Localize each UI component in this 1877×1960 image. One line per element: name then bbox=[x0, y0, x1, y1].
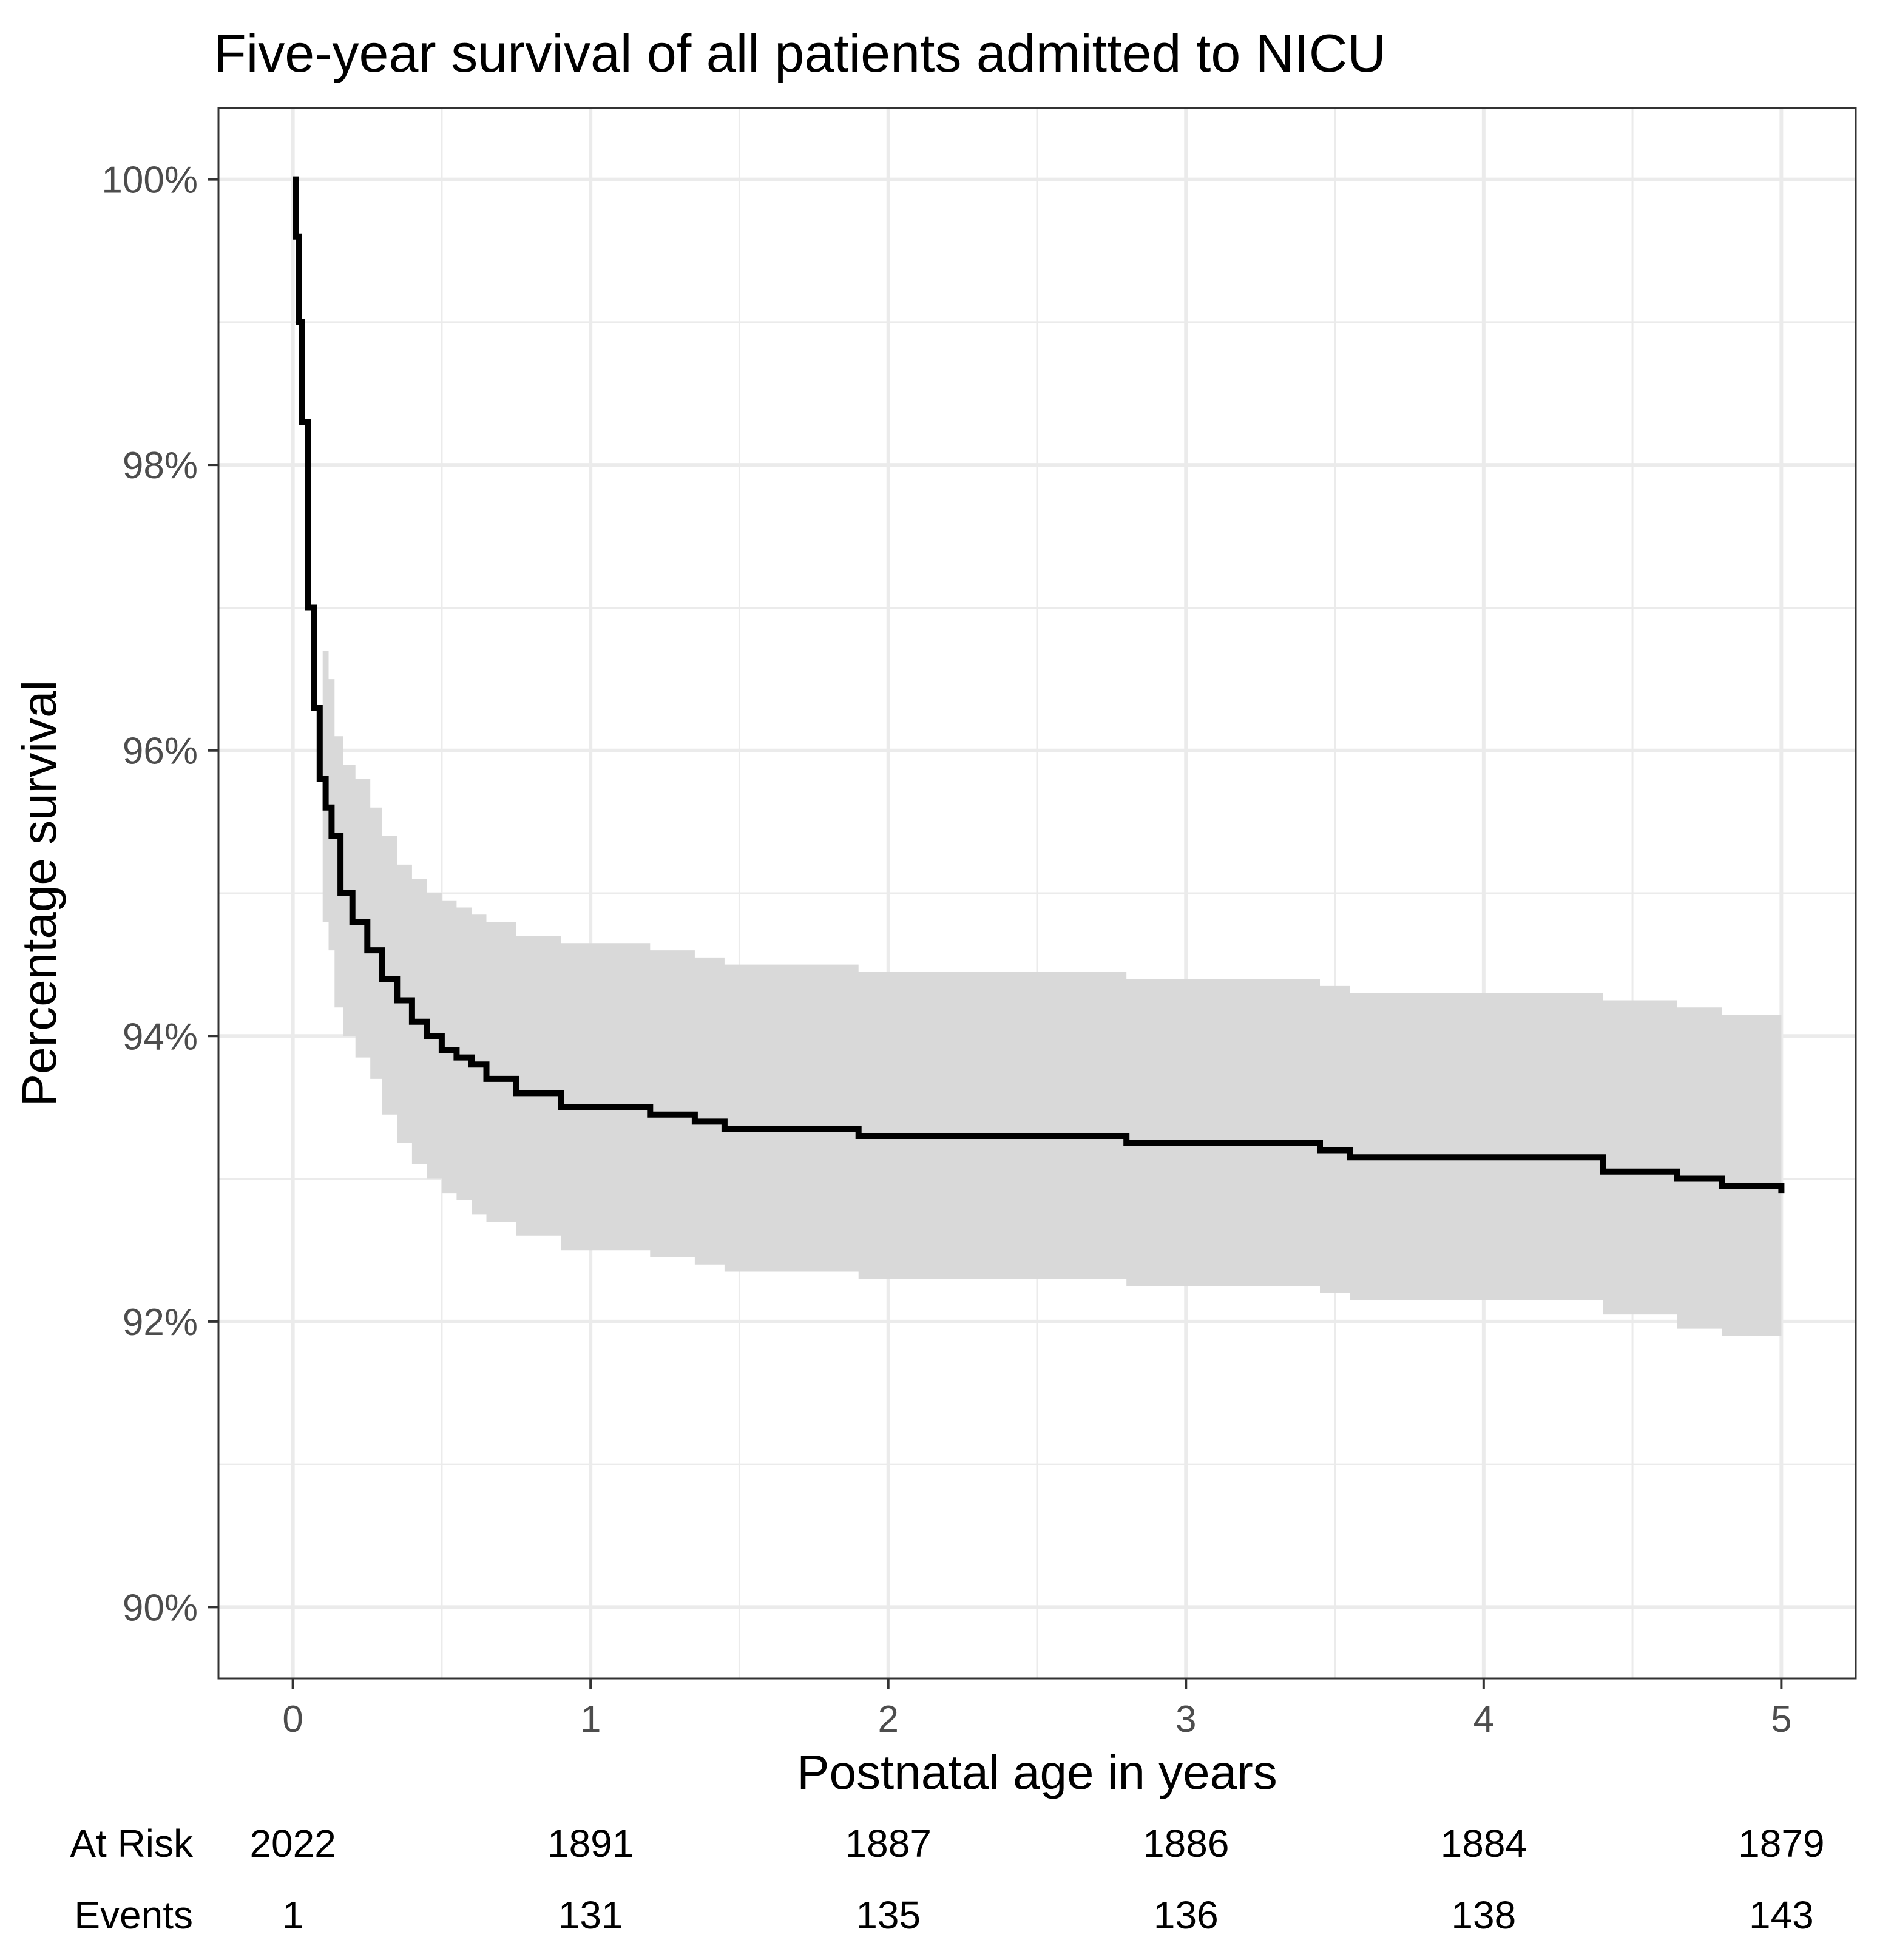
x-tick-label: 2 bbox=[878, 1698, 898, 1740]
x-tick-label: 5 bbox=[1771, 1698, 1791, 1740]
y-axis-title: Percentage survival bbox=[12, 680, 66, 1107]
chart-title: Five-year survival of all patients admit… bbox=[214, 23, 1386, 83]
events-value: 136 bbox=[1154, 1893, 1219, 1937]
x-tick-label: 1 bbox=[580, 1698, 601, 1740]
y-tick-label: 90% bbox=[123, 1587, 198, 1629]
at-risk-row-label: At Risk bbox=[70, 1822, 194, 1865]
y-axis-ticks: 90% 92% 94% 96% 98% 100% bbox=[101, 160, 218, 1629]
events-value: 1 bbox=[282, 1893, 304, 1937]
at-risk-value: 1891 bbox=[547, 1822, 634, 1865]
events-value: 131 bbox=[558, 1893, 623, 1937]
at-risk-value: 1887 bbox=[845, 1822, 932, 1865]
x-tick-label: 3 bbox=[1175, 1698, 1196, 1740]
y-tick-label: 96% bbox=[123, 731, 198, 772]
events-value: 138 bbox=[1451, 1893, 1516, 1937]
y-tick-label: 100% bbox=[101, 160, 198, 201]
x-axis-ticks: 0 1 2 3 4 5 bbox=[282, 1678, 1792, 1740]
events-value: 135 bbox=[856, 1893, 921, 1937]
at-risk-value: 2022 bbox=[249, 1822, 336, 1865]
x-tick-label: 0 bbox=[282, 1698, 303, 1740]
events-value: 143 bbox=[1749, 1893, 1814, 1937]
at-risk-value: 1886 bbox=[1143, 1822, 1229, 1865]
x-axis-title: Postnatal age in years bbox=[797, 1745, 1277, 1799]
x-tick-label: 4 bbox=[1473, 1698, 1494, 1740]
survival-curve bbox=[293, 176, 1785, 1194]
events-row-label: Events bbox=[74, 1893, 193, 1937]
plot-panel-border bbox=[217, 107, 1857, 1680]
at-risk-value: 1884 bbox=[1441, 1822, 1527, 1865]
confidence-band bbox=[322, 651, 1782, 1343]
y-tick-label: 94% bbox=[123, 1016, 198, 1058]
y-tick-label: 98% bbox=[123, 445, 198, 487]
at-risk-value: 1879 bbox=[1738, 1822, 1824, 1865]
survival-curve-layer bbox=[293, 176, 1785, 1194]
risk-table: At Risk 2022 1891 1887 1886 1884 1879 Events 1 13… bbox=[70, 1822, 1824, 1937]
confidence-band-layer bbox=[322, 651, 1782, 1343]
y-tick-label: 92% bbox=[123, 1302, 198, 1343]
